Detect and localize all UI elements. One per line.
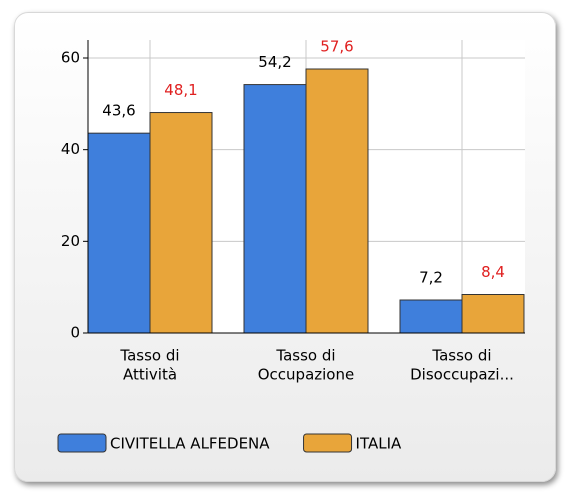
y-tick-label: 60 xyxy=(61,49,80,67)
legend-label: ITALIA xyxy=(356,435,402,453)
data-label: 54,2 xyxy=(258,53,291,71)
x-tick-label: Tasso di xyxy=(275,347,335,365)
y-tick-label: 40 xyxy=(61,140,80,158)
y-tick-label: 20 xyxy=(61,232,80,250)
data-label: 8,4 xyxy=(481,263,505,281)
y-tick-label: 0 xyxy=(70,324,80,342)
bar xyxy=(149,112,213,334)
bar xyxy=(243,84,307,334)
bar xyxy=(399,299,463,334)
data-label: 7,2 xyxy=(419,269,443,287)
x-tick-label: Tasso di xyxy=(119,347,179,365)
bar xyxy=(305,68,369,334)
x-tick-label: Attività xyxy=(123,366,177,384)
legend-swatch xyxy=(303,433,353,453)
bar xyxy=(87,132,151,334)
legend-swatch xyxy=(57,433,107,453)
data-label: 48,1 xyxy=(164,81,197,99)
x-tick-label: Tasso di xyxy=(431,347,491,365)
data-label: 43,6 xyxy=(102,102,135,120)
data-label: 57,6 xyxy=(320,38,353,56)
bar xyxy=(461,294,525,334)
x-tick-label: Disoccupazi... xyxy=(410,366,514,384)
legend-label: CIVITELLA ALFEDENA xyxy=(110,435,270,453)
x-tick-label: Occupazione xyxy=(258,366,354,384)
